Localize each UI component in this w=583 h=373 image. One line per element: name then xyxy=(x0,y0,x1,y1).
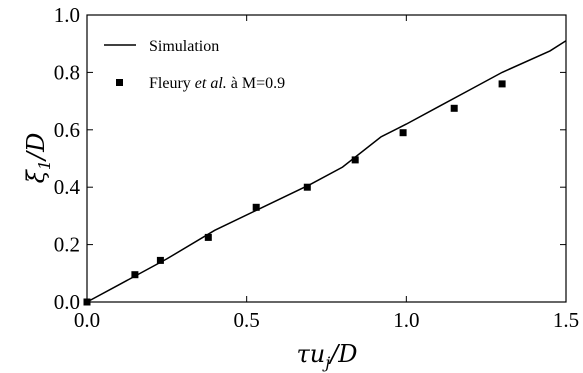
x-tick-label: 0.0 xyxy=(74,308,100,332)
fleury-data-point xyxy=(156,256,164,264)
y-tick-label: 0.0 xyxy=(54,290,80,314)
x-tick-label: 0.5 xyxy=(234,308,260,332)
fleury-data-point xyxy=(498,80,506,88)
y-tick-label: 0.2 xyxy=(54,233,80,257)
fleury-points xyxy=(83,80,506,306)
y-tick-label: 0.6 xyxy=(54,118,80,142)
x-axis-label: τuj/D xyxy=(296,340,357,372)
x-axis: 0.0 0.5 1.0 1.5 xyxy=(74,15,579,332)
y-tick-label: 0.8 xyxy=(54,60,80,84)
y-axis: 0.0 0.2 0.4 0.6 0.8 1.0 xyxy=(54,3,566,314)
x-tick-label: 1.0 xyxy=(393,308,419,332)
fleury-data-point xyxy=(399,129,407,137)
simulation-line xyxy=(86,40,567,303)
x-tick-label: 1.5 xyxy=(553,308,579,332)
plot-frame xyxy=(86,14,567,303)
y-tick-label: 1.0 xyxy=(54,3,80,27)
y-axis-label: ξ1/D xyxy=(22,133,54,184)
fleury-data-point xyxy=(83,298,91,306)
legend-fleury: Fleury et al. à M=0.9 xyxy=(149,75,285,92)
legend: Simulation Fleury et al. à M=0.9 xyxy=(104,38,285,92)
fleury-data-point xyxy=(131,271,139,279)
fleury-data-point xyxy=(303,183,311,191)
legend-simulation: Simulation xyxy=(149,38,219,55)
fleury-data-point xyxy=(450,104,458,112)
legend-square-marker xyxy=(116,79,123,86)
fleury-data-point xyxy=(252,203,260,211)
fleury-data-point xyxy=(351,156,359,164)
fleury-data-point xyxy=(204,233,212,241)
y-tick-label: 0.4 xyxy=(54,175,81,199)
